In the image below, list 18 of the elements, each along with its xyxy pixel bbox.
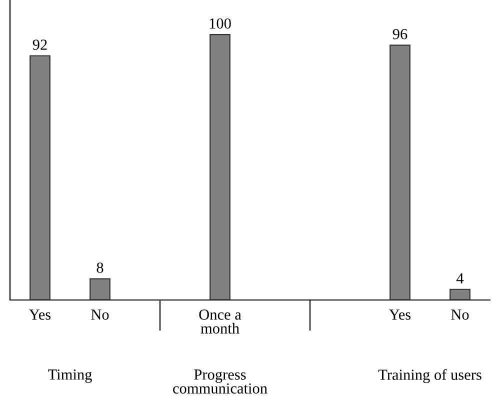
bar	[90, 278, 110, 300]
text: Training of users	[378, 369, 482, 384]
text: Timing	[48, 369, 92, 383]
bar	[390, 44, 410, 300]
text: Progress communication	[173, 370, 268, 394]
data-label: 4	[456, 273, 464, 284]
data-label: 92	[32, 40, 47, 50]
bar	[30, 55, 50, 300]
data-label: 96	[392, 28, 408, 40]
x-tick-label: No	[451, 310, 469, 320]
data-label: 8	[96, 262, 104, 273]
x-tick-label: Once a month	[199, 309, 242, 334]
data-label: 100	[210, 18, 231, 29]
x-tick-label: Yes	[389, 310, 411, 320]
bar	[450, 288, 470, 300]
x-tick-label: No	[91, 310, 109, 320]
bar	[210, 34, 230, 300]
x-tick-label: Yes	[29, 310, 51, 320]
